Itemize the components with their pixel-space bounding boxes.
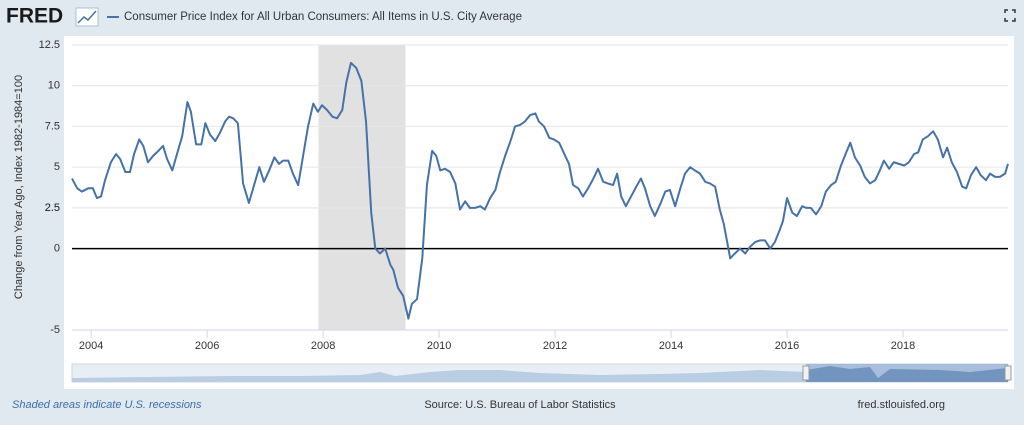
x-tick-label: 2010 <box>427 340 451 352</box>
y-tick-label: 2.5 <box>45 202 60 214</box>
y-tick-label: 10 <box>48 80 60 92</box>
recession-note[interactable]: Shaded areas indicate U.S. recessions <box>12 399 202 411</box>
navigator-area <box>72 370 806 382</box>
icon-part[interactable] <box>1012 9 1016 13</box>
plot-panel <box>64 36 1014 389</box>
brand: FRED <box>6 5 63 28</box>
legend-label: Consumer Price Index for All Urban Consu… <box>124 11 522 23</box>
y-tick-label: 7.5 <box>45 120 60 132</box>
y-axis-label: Change from Year Ago, Index 1982-1984=10… <box>13 75 25 299</box>
series-line <box>71 61 1009 320</box>
fullscreen-icon[interactable] <box>1004 9 1016 22</box>
x-tick-label: 2008 <box>311 340 335 352</box>
icon-part[interactable] <box>1004 9 1008 13</box>
x-tick-label: 2018 <box>891 340 915 352</box>
navigator[interactable] <box>71 363 1012 383</box>
brand-icon-line <box>77 10 97 24</box>
x-tick-label: 2016 <box>775 340 799 352</box>
y-tick-label: 5 <box>54 161 60 173</box>
y-tick-label: -5 <box>50 324 60 336</box>
x-tick-label: 2014 <box>659 340 683 352</box>
icon-part[interactable] <box>1004 18 1008 22</box>
x-tick-label: 2004 <box>79 340 103 352</box>
x-tick-label: 2012 <box>543 340 567 352</box>
navigator-selection-area <box>806 366 1008 382</box>
navigator-handle[interactable] <box>1004 365 1012 381</box>
icon-part[interactable] <box>1012 18 1016 22</box>
site[interactable]: fred.stlouisfed.org <box>858 399 945 411</box>
x-tick-label: 2006 <box>195 340 219 352</box>
brand-icon <box>75 7 99 27</box>
navigator-handle[interactable] <box>802 365 810 381</box>
y-tick-label: 2.5 <box>45 202 60 214</box>
source: Source: U.S. Bureau of Labor Statistics <box>424 399 616 411</box>
y-tick-label: 12.5 <box>39 39 60 51</box>
y-tick-label: 0 <box>54 242 60 254</box>
